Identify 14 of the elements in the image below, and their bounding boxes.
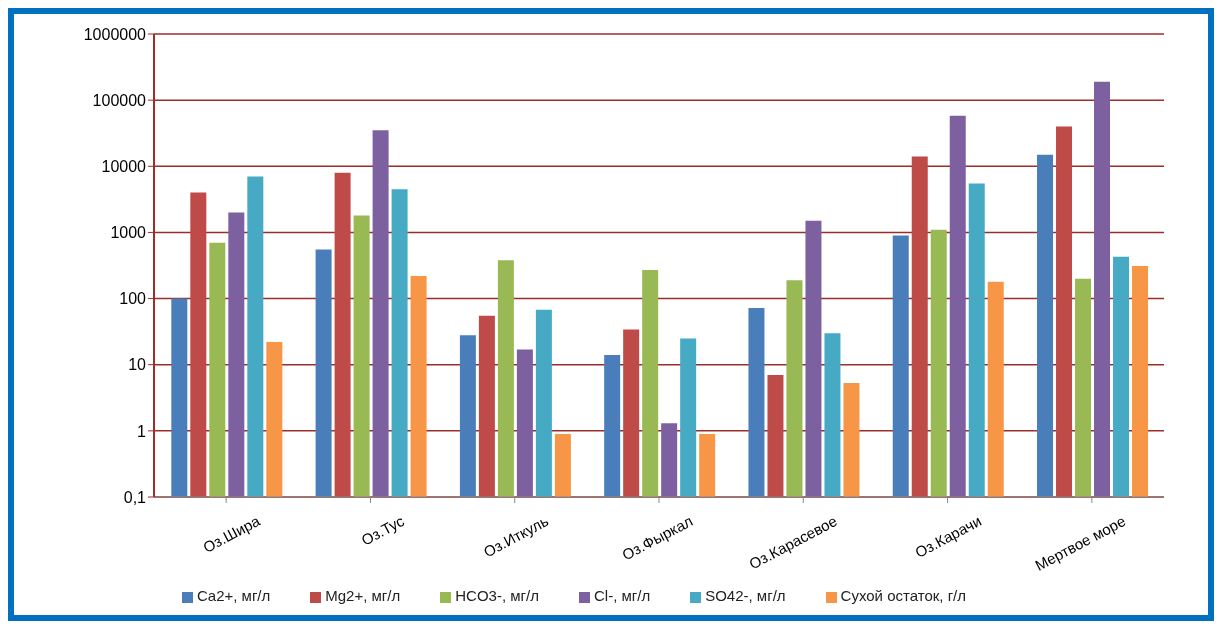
y-tick-label: 10	[128, 356, 147, 374]
y-tick-label: 100000	[92, 91, 147, 109]
y-tick-label: 1000	[110, 224, 147, 242]
legend-label: HCO3-, мг/л	[455, 587, 539, 604]
legend-label: Mg2+, мг/л	[325, 587, 401, 604]
y-tick-label: 1	[137, 422, 147, 440]
y-tick-label: 0,1	[123, 488, 147, 506]
y-tick-label: 1000000	[83, 25, 147, 43]
y-tick-label: 10000	[101, 157, 147, 175]
legend-label: Сухой остаток, г/л	[840, 587, 967, 604]
y-tick-label: 100	[119, 290, 147, 308]
legend-label: Ca2+, мг/л	[196, 587, 271, 604]
legend-label: Cl-, мг/л	[593, 587, 651, 604]
legend-label: SO42-, мг/л	[705, 587, 786, 604]
